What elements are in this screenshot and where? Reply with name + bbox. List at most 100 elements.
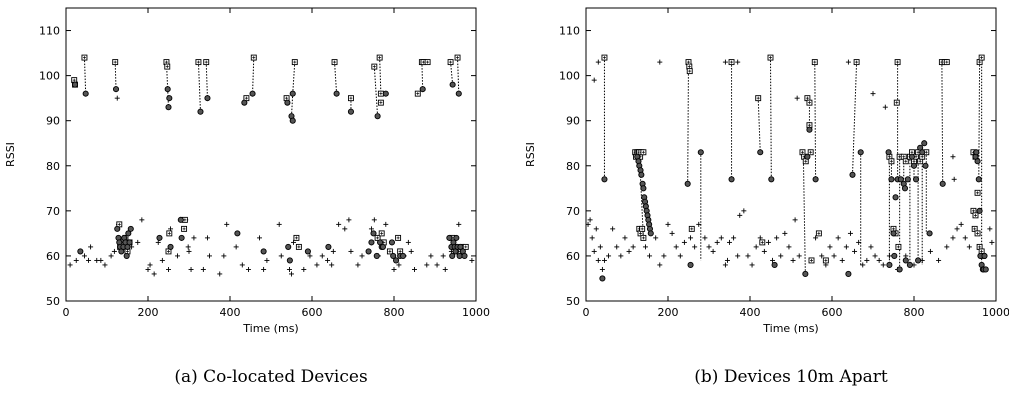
drop-line bbox=[941, 62, 944, 184]
boxed-point bbox=[974, 230, 981, 237]
circle-point bbox=[982, 266, 989, 273]
plus-point bbox=[868, 244, 874, 250]
y-tick-label: 50 bbox=[46, 295, 60, 308]
circle-point bbox=[457, 243, 464, 250]
boxed-point bbox=[203, 59, 210, 66]
plus-point bbox=[276, 221, 282, 227]
circle-point bbox=[365, 248, 372, 255]
plus-point bbox=[359, 253, 365, 259]
plus-point bbox=[151, 271, 157, 277]
boxed-point bbox=[250, 54, 257, 61]
drop-line bbox=[450, 62, 454, 85]
plus-point bbox=[673, 244, 679, 250]
plus-point bbox=[601, 257, 607, 263]
circle-point bbox=[125, 230, 132, 237]
plus-point bbox=[81, 253, 87, 259]
circle-point bbox=[461, 252, 468, 259]
boxed-point bbox=[164, 63, 171, 70]
drop-line bbox=[114, 62, 117, 90]
circle-point bbox=[234, 230, 241, 237]
boxed-point bbox=[972, 212, 979, 219]
boxed-point bbox=[414, 90, 421, 97]
plus-point bbox=[314, 262, 320, 268]
circle-point bbox=[123, 252, 130, 259]
plus-point bbox=[86, 257, 92, 263]
y-tick-label: 70 bbox=[566, 205, 580, 218]
plus-point bbox=[886, 253, 892, 259]
plus-point bbox=[966, 244, 972, 250]
plus-point bbox=[727, 239, 732, 245]
y-tick-label: 80 bbox=[46, 160, 60, 173]
circle-point bbox=[974, 158, 981, 165]
circle-point bbox=[906, 261, 913, 268]
boxed-point bbox=[943, 59, 950, 66]
circle-point bbox=[453, 234, 460, 241]
plus-point bbox=[597, 244, 603, 250]
plus-point bbox=[765, 239, 771, 245]
plus-point bbox=[987, 226, 993, 232]
circle-point bbox=[164, 86, 171, 93]
circle-point bbox=[902, 257, 909, 264]
circle-point bbox=[379, 243, 386, 250]
boxed-point bbox=[295, 243, 302, 250]
circle-point bbox=[804, 153, 811, 160]
boxed-point bbox=[195, 59, 202, 66]
x-tick-label: 1000 bbox=[982, 306, 1009, 319]
plus-point bbox=[882, 104, 888, 110]
plus-point bbox=[595, 59, 601, 65]
circle-point bbox=[890, 230, 897, 237]
plus-point bbox=[405, 239, 411, 245]
circle-point bbox=[449, 81, 456, 88]
plus-point bbox=[391, 266, 397, 272]
plus-point bbox=[329, 262, 335, 268]
boxed-point bbox=[601, 54, 608, 61]
plus-point bbox=[622, 235, 628, 241]
plus-point bbox=[301, 266, 307, 272]
plus-point bbox=[618, 253, 624, 259]
circle-point bbox=[892, 194, 899, 201]
boxed-point bbox=[293, 234, 300, 241]
plus-point bbox=[593, 226, 599, 232]
boxed-point bbox=[978, 54, 985, 61]
circle-point bbox=[885, 149, 892, 156]
boxed-point bbox=[853, 59, 860, 66]
boxed-point bbox=[424, 59, 431, 66]
plus-point bbox=[630, 244, 636, 250]
circle-point bbox=[910, 162, 918, 169]
circle-point bbox=[419, 86, 426, 93]
plot-frame bbox=[585, 7, 997, 302]
boxed-point bbox=[640, 149, 647, 156]
y-tick-label: 70 bbox=[46, 205, 60, 218]
boxed-point bbox=[808, 257, 815, 264]
drop-line bbox=[687, 62, 689, 184]
boxed-point bbox=[348, 95, 354, 102]
boxed-point bbox=[291, 59, 298, 66]
plus-point bbox=[870, 91, 876, 97]
plus-point bbox=[207, 253, 212, 259]
circle-point bbox=[260, 248, 267, 255]
plus-point bbox=[111, 248, 117, 254]
boxed-point bbox=[888, 158, 895, 165]
plus-point bbox=[665, 221, 671, 227]
plus-point bbox=[412, 266, 417, 272]
plus-point bbox=[951, 176, 957, 182]
plus-point bbox=[860, 262, 866, 268]
circle-point bbox=[285, 243, 292, 250]
circle-point bbox=[289, 90, 296, 97]
plus-point bbox=[958, 221, 964, 227]
plus-point bbox=[778, 253, 784, 259]
y-tick-label: 50 bbox=[566, 295, 580, 308]
circle-point bbox=[289, 117, 296, 124]
plus-point bbox=[599, 266, 605, 272]
plus-point bbox=[786, 244, 792, 250]
circle-point bbox=[390, 252, 397, 259]
plus-point bbox=[827, 244, 833, 250]
circle-point bbox=[857, 149, 864, 156]
circle-point bbox=[845, 270, 852, 278]
circle-point bbox=[177, 216, 184, 223]
circle-point bbox=[286, 257, 293, 264]
circle-point bbox=[347, 108, 355, 115]
plus-point bbox=[424, 262, 430, 268]
plus-point bbox=[749, 262, 755, 268]
circle-point bbox=[757, 149, 764, 156]
